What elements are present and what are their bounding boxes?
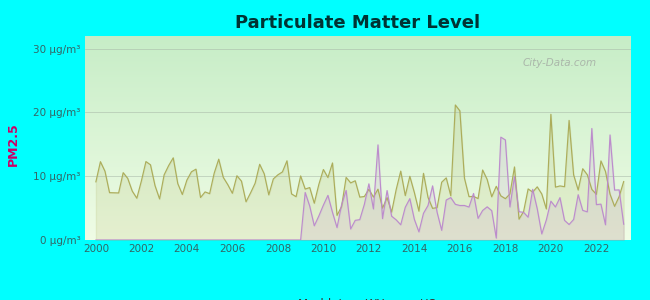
Text: City-Data.com: City-Data.com	[523, 58, 597, 68]
Legend: Marbleton, WY, US: Marbleton, WY, US	[274, 293, 441, 300]
Text: PM2.5: PM2.5	[6, 122, 20, 166]
Title: Particulate Matter Level: Particulate Matter Level	[235, 14, 480, 32]
